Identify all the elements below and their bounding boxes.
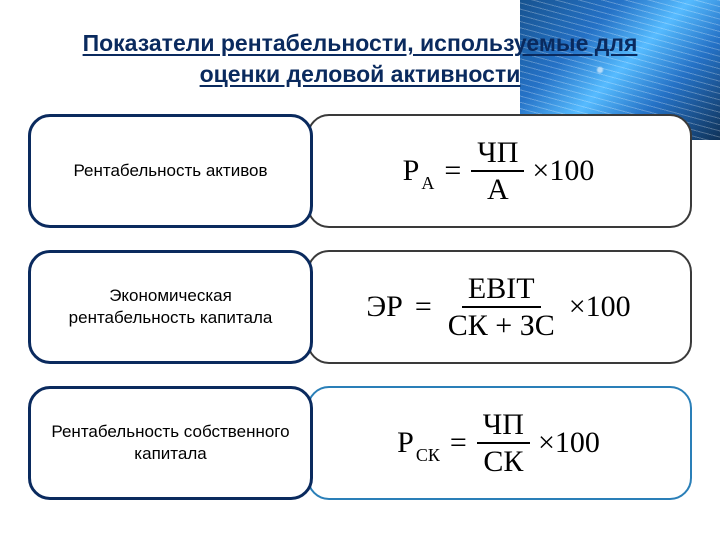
formula-lhs: Р СК — [397, 426, 440, 460]
row-economic-return: Экономическая рентабельность капитала ЭР… — [28, 250, 692, 364]
row-return-on-assets: Рентабельность активов Р А = ЧП А ×100 — [28, 114, 692, 228]
formula-box: ЭР = EBIT СК + ЗС ×100 — [307, 250, 692, 364]
denominator: СК — [477, 444, 529, 478]
slide-title: Показатели рентабельности, используемые … — [0, 0, 720, 104]
numerator: ЧП — [471, 137, 524, 173]
lhs-main: Р — [397, 426, 414, 460]
row-label: Экономическая рентабельность капитала — [49, 285, 292, 329]
equals-sign: = — [415, 290, 432, 324]
tail: ×100 — [532, 154, 594, 188]
formula-lhs: ЭР — [366, 290, 405, 324]
formula-box: Р СК = ЧП СК ×100 — [307, 386, 692, 500]
lhs-main: ЭР — [366, 290, 403, 324]
lhs-sub: СК — [416, 445, 440, 466]
row-return-on-equity: Рентабельность собственного капитала Р С… — [28, 386, 692, 500]
lhs-main: Р — [403, 154, 420, 188]
equals-sign: = — [450, 426, 467, 460]
label-box: Рентабельность собственного капитала — [28, 386, 313, 500]
fraction: EBIT СК + ЗС — [442, 273, 561, 342]
tail: ×100 — [569, 290, 631, 324]
formula: ЭР = EBIT СК + ЗС ×100 — [366, 273, 632, 342]
formula-rows: Рентабельность активов Р А = ЧП А ×100 Э… — [0, 104, 720, 500]
equals-sign: = — [444, 154, 461, 188]
row-label: Рентабельность собственного капитала — [49, 421, 292, 465]
label-box: Рентабельность активов — [28, 114, 313, 228]
title-line-1: Показатели рентабельности, используемые … — [83, 30, 638, 56]
row-label: Рентабельность активов — [73, 160, 267, 182]
label-box: Экономическая рентабельность капитала — [28, 250, 313, 364]
formula-lhs: Р А — [403, 154, 435, 188]
fraction: ЧП СК — [477, 409, 530, 478]
fraction: ЧП А — [471, 137, 524, 206]
lhs-sub: А — [421, 173, 434, 194]
denominator: СК + ЗС — [442, 308, 561, 342]
formula: Р А = ЧП А ×100 — [403, 137, 597, 206]
title-line-2: оценки деловой активности — [200, 61, 521, 87]
formula-box: Р А = ЧП А ×100 — [307, 114, 692, 228]
numerator: ЧП — [477, 409, 530, 445]
formula: Р СК = ЧП СК ×100 — [397, 409, 602, 478]
denominator: А — [481, 172, 515, 206]
numerator: EBIT — [462, 273, 541, 309]
tail: ×100 — [538, 426, 600, 460]
